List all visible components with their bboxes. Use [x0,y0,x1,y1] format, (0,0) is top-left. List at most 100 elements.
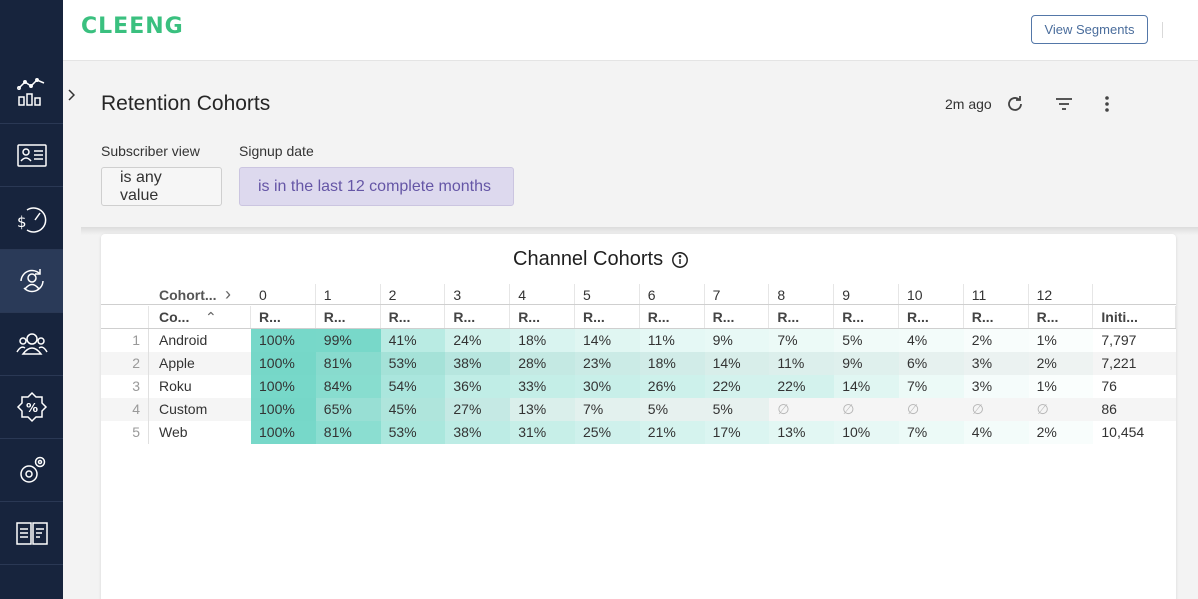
card-title-wrap: Channel Cohorts [513,248,689,271]
pivot-period-header: 2 [381,284,446,307]
retention-value: 1% [1029,375,1094,398]
retention-value: 11% [769,352,835,375]
revenue-gauge-icon: $ [17,207,46,233]
retention-value: 100% [251,421,316,444]
sidebar: $ % [0,0,63,599]
sidebar-item-analytics[interactable] [0,61,63,124]
retention-value: 5% [639,398,705,421]
sidebar-item-retention[interactable] [0,250,63,313]
retention-value: 5% [704,398,770,421]
pivot-expand-chevron-icon[interactable]: › [225,284,231,304]
svg-text:$: $ [17,213,27,231]
sort-ascending-icon[interactable]: ⌃ [205,309,217,325]
retention-column-header[interactable]: R... [316,306,381,329]
sidebar-item-settings[interactable] [0,439,63,502]
filter-signup-date[interactable]: is in the last 12 complete months [239,167,514,206]
table-row[interactable]: 3 Roku 100% 84% 54% 36% 33% 30% 26% 22% 22% 14% 7% 3%… [101,375,1176,398]
header-divider [1162,22,1163,38]
last-updated-text: 2m ago [945,96,992,112]
retention-value: 4% [899,329,964,352]
retention-column-header[interactable]: R... [1029,306,1094,329]
refresh-button[interactable] [1003,92,1027,116]
retention-column-header[interactable]: R... [964,306,1029,329]
retention-column-header[interactable]: R... [381,306,446,329]
pivot-period-header: 11 [964,284,1029,307]
filter-subscriber-view[interactable]: is any value [101,167,222,206]
pivot-period-header: 8 [769,284,835,307]
retention-value: 99% [315,329,381,352]
retention-column-header[interactable]: R... [640,306,705,329]
sidebar-expand-toggle[interactable] [64,86,78,104]
table-row[interactable]: 5 Web 100% 81% 53% 38% 31% 25% 21% 17% 13% 10% 7% 4% 2… [101,421,1176,444]
table-row[interactable]: 4 Custom 100% 65% 45% 27% 13% 7% 5% 5% ∅ ∅ ∅ ∅ ∅ 86 [101,398,1176,421]
initial-column-header[interactable]: Initi... [1093,306,1176,329]
retention-value: 26% [639,375,705,398]
channel-name: Android [159,332,208,348]
retention-value: 11% [639,329,705,352]
row-number: 2 [101,352,149,375]
filter-button[interactable] [1052,92,1076,116]
column-header-row: Co... ⌃ R... R... R... R... R... R... R... R... R.… [101,306,1176,329]
pivot-period-header: 5 [575,284,640,307]
retention-column-header[interactable]: R... [510,306,575,329]
retention-value: 7% [769,329,835,352]
retention-value: 13% [510,398,575,421]
filter-lines-icon [1056,98,1072,110]
info-icon[interactable] [671,251,689,269]
svg-text:%: % [26,401,38,415]
retention-value: 27% [445,398,511,421]
pivot-period-header: 7 [705,284,770,307]
retention-value: 22% [769,375,835,398]
more-options-button[interactable] [1095,92,1119,116]
sidebar-item-docs[interactable] [0,502,63,565]
retention-value: 4% [963,421,1029,444]
retention-column-header[interactable]: R... [769,306,835,329]
pivot-period-header: 12 [1029,284,1094,307]
more-vertical-icon [1105,96,1109,112]
retention-value: 81% [315,421,381,444]
retention-value: 1% [1029,329,1094,352]
retention-column-header[interactable]: R... [575,306,640,329]
retention-column-header[interactable]: R... [445,306,511,329]
retention-value: 14% [704,352,770,375]
retention-column-header[interactable]: R... [251,306,316,329]
retention-value: 53% [380,421,446,444]
channel-column-header[interactable]: Co... ⌃ [151,306,251,329]
retention-value: 41% [380,329,446,352]
table-row[interactable]: 1 Android 100% 99% 41% 24% 18% 14% 11% 9% 7% 5% 4% 2%… [101,329,1176,352]
retention-value: 10% [834,421,899,444]
sidebar-item-subscribers[interactable] [0,124,63,187]
initial-subscribers-value: 76 [1101,378,1117,394]
retention-column-header[interactable]: R... [899,306,964,329]
sidebar-item-users[interactable] [0,313,63,376]
retention-column-header[interactable]: R... [834,306,899,329]
retention-value: 53% [380,352,446,375]
retention-value: 2% [1028,421,1094,444]
retention-value: 23% [575,352,640,375]
sidebar-item-revenue[interactable]: $ [0,187,63,250]
settings-gears-icon [19,456,45,483]
retention-value: ∅ [907,401,920,417]
row-number: 5 [101,421,149,444]
retention-value: 7% [899,375,964,398]
channel-name: Apple [159,355,195,371]
retention-value: 33% [510,375,575,398]
filter-label-subscriber-view: Subscriber view [101,143,200,159]
view-segments-button[interactable]: View Segments [1031,15,1148,44]
retention-value: 30% [575,375,640,398]
row-number-header [101,306,149,329]
book-docs-icon [15,522,48,545]
retention-value: 21% [639,421,705,444]
pivot-period-header: 9 [834,284,899,307]
retention-value: 54% [380,375,446,398]
retention-value: 36% [445,375,511,398]
retention-value: 7% [899,421,964,444]
table-row[interactable]: 2 Apple 100% 81% 53% 38% 28% 23% 18% 14% 11% 9% 6% 3%… [101,352,1176,375]
sidebar-item-discounts[interactable]: % [0,376,63,439]
retention-value: 9% [834,352,899,375]
analytics-chart-icon [16,78,44,106]
retention-column-header[interactable]: R... [705,306,770,329]
card-title: Channel Cohorts [513,248,664,270]
pivot-header-label[interactable]: Cohort... [159,287,217,303]
retention-value: 18% [510,329,575,352]
